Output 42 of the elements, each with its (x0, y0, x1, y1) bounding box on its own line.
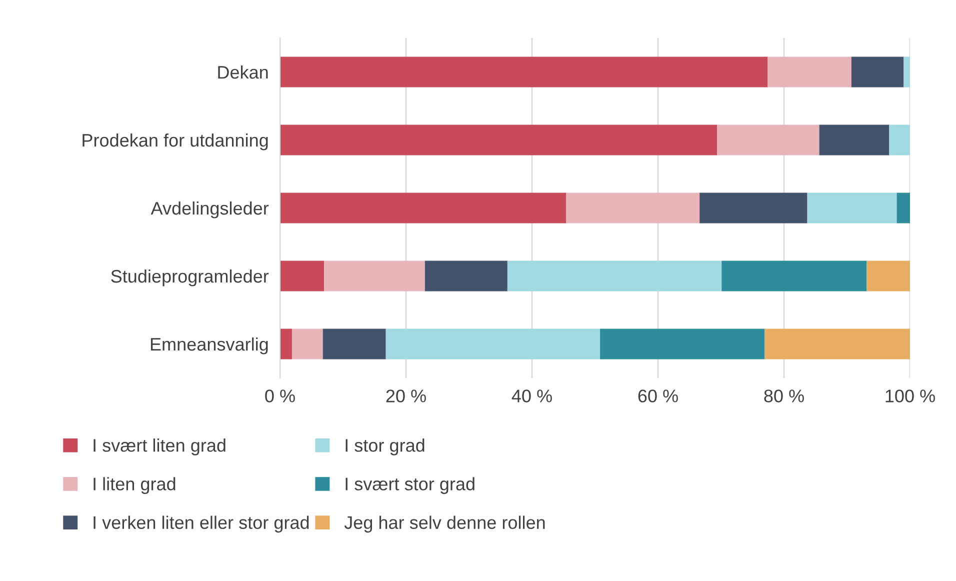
bar (280, 124, 718, 156)
legend-label: I liten grad (94, 477, 176, 494)
x-tick-label: 20 % (386, 390, 426, 402)
bar (322, 328, 386, 360)
x-tick-label: 80 % (764, 390, 804, 402)
bar (386, 328, 600, 360)
x-tick-label: 40 % (512, 390, 552, 402)
bar (280, 260, 324, 292)
bar (851, 56, 904, 88)
bar (819, 124, 890, 156)
bar (280, 56, 768, 88)
x-tick-label: 0 % (265, 390, 295, 402)
bar (507, 260, 722, 292)
y-tick-label: Prodekan for utdanning (82, 133, 268, 150)
bar (566, 192, 700, 224)
x-tick-label: 60 % (638, 390, 678, 402)
bar (717, 124, 820, 156)
legend-label: I svært liten grad (94, 438, 226, 456)
bar (722, 260, 867, 292)
bar (324, 260, 425, 292)
bar (866, 260, 910, 292)
legend-label: I svært stor grad (346, 477, 474, 494)
bar (280, 328, 292, 360)
legend-label: I verken liten eller stor grad (94, 516, 309, 533)
y-tick-label: Dekan (218, 65, 268, 79)
bar (764, 328, 910, 360)
y-tick-label: Avdelingsleder (150, 201, 269, 218)
bar (904, 56, 910, 88)
bar (280, 192, 566, 224)
x-tick-label: 100 % (886, 390, 935, 402)
bar (600, 328, 764, 360)
y-tick-label: Studieprogramleder (111, 269, 269, 286)
y-tick-label: Emneansvarlig (150, 337, 268, 354)
bar (292, 328, 323, 360)
bar (889, 124, 910, 156)
bar (896, 192, 910, 224)
bar (768, 56, 852, 88)
bar (700, 192, 808, 224)
bar (424, 260, 508, 292)
legend-label: I stor grad (346, 438, 424, 456)
bar (807, 192, 897, 224)
legend-label: Jeg har selv denne rollen (344, 516, 545, 533)
